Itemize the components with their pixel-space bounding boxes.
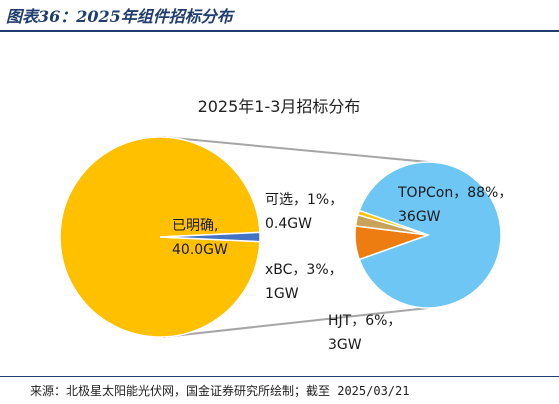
chart-area: 2025年1-3月招标分布 已明确, 40.0GW TOPCon，88%， 36GW H… <box>0 34 559 374</box>
title-rule <box>0 30 559 32</box>
chart-title: 2025年1-3月招标分布 <box>198 97 361 116</box>
connector-line-top <box>162 136 429 163</box>
connector-lines <box>162 136 429 338</box>
pie-of-pie-chart: 2025年1-3月招标分布 已明确, 40.0GW TOPCon，88%， 36GW H… <box>59 97 512 353</box>
connector-line-bottom <box>162 307 429 338</box>
main-pie <box>59 136 261 338</box>
data-labels: 已明确, 40.0GW TOPCon，88%， 36GW HJT，6%， 3GW xBC，3… <box>172 185 512 353</box>
source-note: 来源：北极星太阳能光伏网，国金证券研究所绘制；截至 2025/03/21 <box>30 384 410 398</box>
data-label-slice: 可选，1%， 0.4GW <box>265 192 343 232</box>
sub-slice-topcon <box>358 161 502 309</box>
sub-pie <box>354 161 502 309</box>
figure-title: 图表36：2025年组件招标分布 <box>6 7 233 26</box>
data-label-xbc: xBC，3%， 1GW <box>265 262 343 302</box>
data-label-confirmed: 已明确, 40.0GW <box>172 218 228 258</box>
data-label-topcon: TOPCon，88%， 36GW <box>397 185 512 225</box>
main-slice-other <box>159 231 261 243</box>
figure-header: 图表36：2025年组件招标分布 <box>0 0 559 34</box>
bottom-rule <box>0 376 559 377</box>
data-label-hjt: HJT，6%， 3GW <box>328 313 401 353</box>
sub-slice-slice <box>356 209 429 236</box>
